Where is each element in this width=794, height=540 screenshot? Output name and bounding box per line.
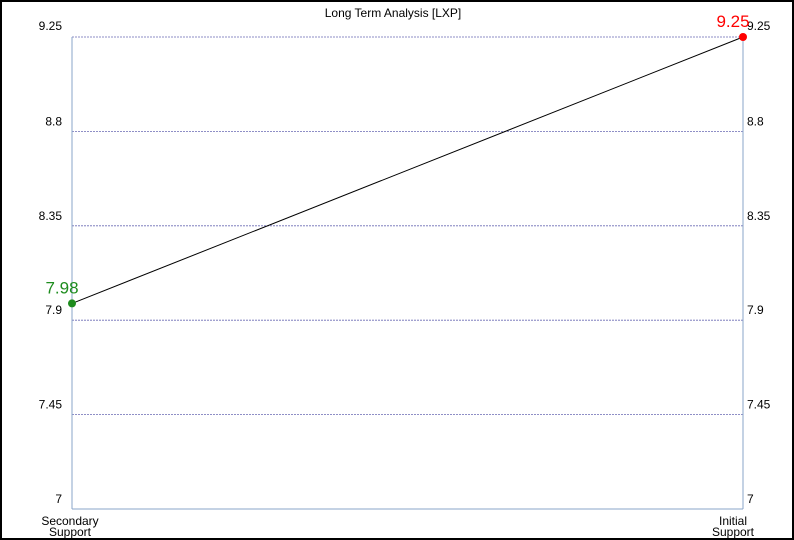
x-tick-label: Initial	[719, 514, 747, 528]
tick-layer: 7 7 7.45 7.45 7.9 7.9 8.35 8.35 8.8 8.8 9.25 9.25 Se…	[39, 19, 771, 539]
data-point	[739, 33, 747, 41]
y-tick-label-right: 7.45	[747, 398, 771, 412]
y-tick-label-right: 9.25	[747, 19, 771, 33]
x-tick-label: Support	[49, 525, 92, 539]
y-tick-label-right: 7	[747, 492, 754, 506]
chart-title: Long Term Analysis [LXP]	[325, 6, 462, 20]
y-tick-label-left: 8.35	[39, 209, 63, 223]
grid-layer	[72, 36, 743, 416]
series-line	[71, 36, 744, 304]
axis-layer	[71, 37, 744, 510]
x-tick-label: Secondary	[41, 514, 98, 528]
x-tick-label: Support	[712, 525, 755, 539]
y-tick-label-left: 8.8	[45, 114, 62, 128]
y-tick-label-right: 8.35	[747, 209, 771, 223]
data-label: 7.98	[45, 278, 78, 297]
y-tick-label-left: 9.25	[39, 19, 63, 33]
y-tick-label-right: 8.8	[747, 114, 764, 128]
data-point	[68, 299, 76, 308]
y-tick-label-left: 7.45	[39, 398, 63, 412]
label-layer: 7.98 9.25	[45, 12, 749, 297]
y-tick-label-right: 7.9	[747, 303, 764, 317]
data-label: 9.25	[716, 12, 749, 31]
series-layer	[68, 33, 747, 308]
y-tick-label-left: 7	[55, 492, 62, 506]
y-tick-label-left: 7.9	[45, 303, 62, 317]
